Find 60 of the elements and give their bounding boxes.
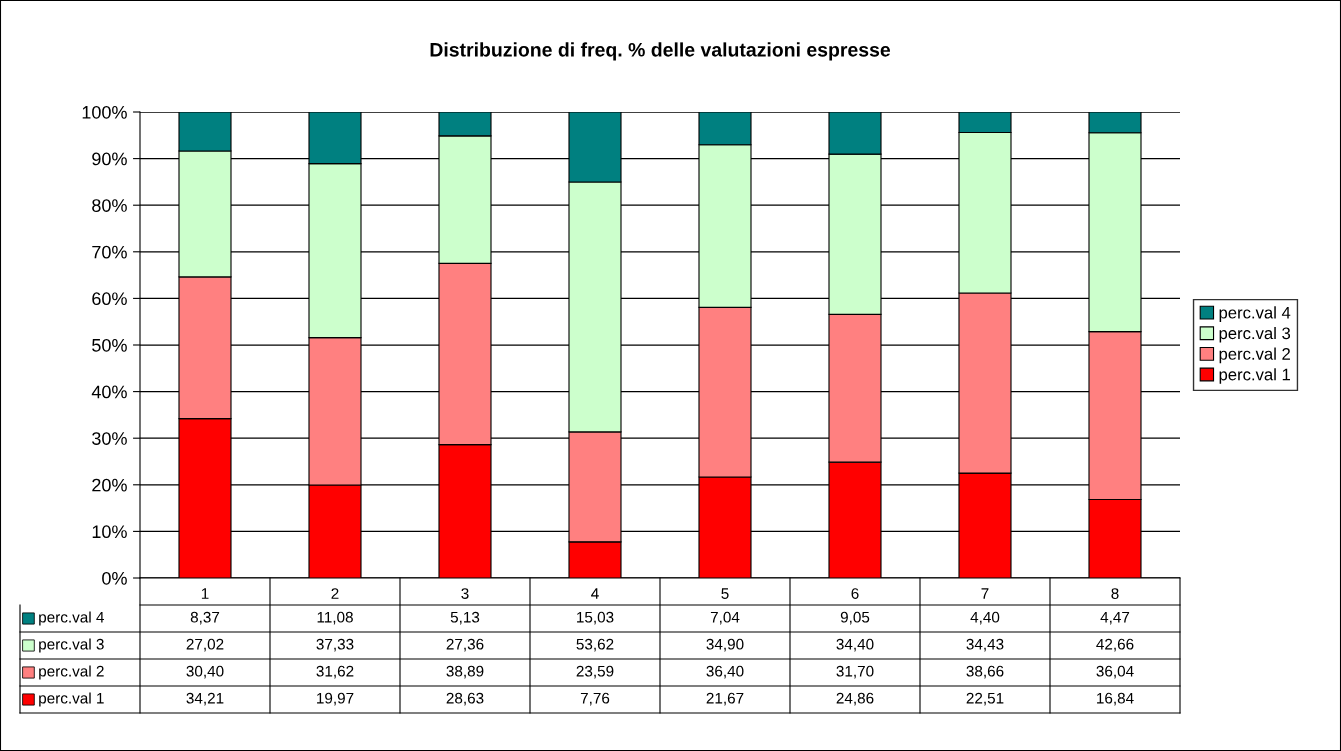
y-tick-label: 20% — [92, 478, 127, 492]
data-label: 53,62 — [576, 638, 614, 652]
data-label: 38,66 — [966, 665, 1004, 679]
y-tick-label: 10% — [92, 525, 127, 539]
data-label: 28,63 — [446, 692, 484, 706]
x-tick-label: 1 — [201, 588, 209, 599]
data-label: 34,43 — [966, 638, 1004, 652]
data-label: 11,08 — [317, 611, 353, 625]
y-tick-label: 30% — [92, 432, 127, 445]
x-tick-label: 3 — [461, 588, 469, 599]
y-tick-label: 90% — [92, 152, 127, 166]
text: perc.val 4 — [39, 611, 104, 626]
chart-title: Distribuzione di freq. % delle valutazioni espresse — [430, 42, 891, 61]
data-label: 5,13 — [450, 611, 480, 625]
data-label: 34,90 — [706, 638, 744, 652]
y-tick-label: 60% — [92, 292, 127, 306]
x-tick-label: 5 — [721, 588, 729, 599]
data-label: 38,89 — [446, 665, 484, 679]
data-label: 15,03 — [577, 611, 614, 625]
data-label: 27,36 — [446, 638, 484, 652]
x-tick-label: 2 — [331, 588, 339, 599]
text: perc.val 1 — [39, 692, 104, 707]
text: perc.val 2 — [39, 665, 104, 680]
data-label: 19,97 — [317, 692, 354, 706]
y-tick-label: 40% — [91, 385, 127, 399]
y-tick-label: 0% — [102, 571, 127, 585]
data-label: 23,59 — [576, 665, 614, 679]
data-label: 7,76 — [580, 692, 610, 706]
legend-label: perc.val 2 — [1219, 347, 1290, 364]
data-label: 30,40 — [186, 665, 224, 679]
legend-label: perc.val 1 — [1219, 368, 1290, 384]
data-label: 24,86 — [836, 692, 874, 706]
x-tick-label: 8 — [1111, 588, 1119, 599]
data-label: 34,21 — [186, 692, 224, 706]
x-tick-label: 7 — [981, 588, 989, 599]
data-label: 27,02 — [186, 638, 224, 652]
y-tick-label: 70% — [92, 245, 127, 259]
data-label: 36,40 — [706, 665, 744, 679]
data-label: 34,40 — [836, 638, 874, 652]
legend-label: perc.val 3 — [1219, 326, 1291, 343]
x-tick-label: 6 — [851, 588, 859, 599]
data-label: 22,51 — [966, 692, 1004, 706]
x-tick-label: 4 — [591, 588, 599, 599]
data-label: 37,33 — [316, 638, 354, 652]
data-label: 31,62 — [316, 665, 354, 679]
data-label: 31,70 — [836, 665, 874, 679]
data-label: 42,66 — [1096, 638, 1134, 652]
data-label: 8,37 — [190, 611, 220, 625]
text: perc.val 3 — [39, 638, 104, 653]
data-label: 4,40 — [970, 611, 1000, 625]
y-tick-label: 80% — [92, 199, 127, 212]
data-label: 9,05 — [840, 611, 870, 625]
data-label: 16,84 — [1097, 692, 1134, 706]
legend-label: perc.val 4 — [1219, 306, 1291, 322]
data-label: 7,04 — [710, 611, 740, 625]
data-label: 21,67 — [706, 692, 744, 706]
y-tick-label: 50% — [92, 338, 127, 352]
y-tick-label: 100% — [82, 105, 127, 119]
data-label: 4,47 — [1100, 611, 1130, 625]
data-label: 36,04 — [1096, 665, 1134, 679]
